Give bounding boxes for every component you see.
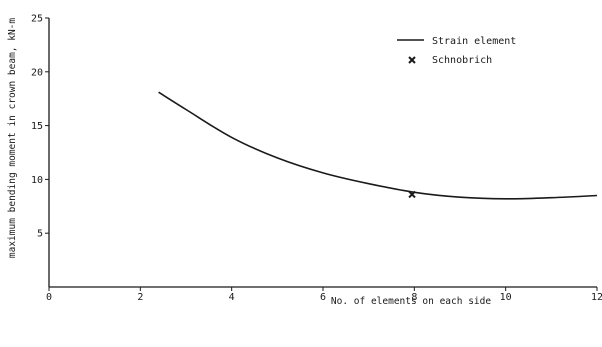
x-tick-label: 10	[500, 292, 512, 303]
y-axis-title: maximum bending moment in crown beam, kN…	[7, 18, 18, 258]
x-axis-title: No. of elements on each side	[331, 296, 491, 307]
y-tick-label: 5	[37, 229, 43, 240]
plot-area	[158, 91, 598, 200]
x-tick-label: 2	[137, 292, 143, 303]
x-tick-label: 12	[591, 292, 602, 303]
x-tick-label: 6	[320, 292, 326, 303]
series-line-strain-element	[158, 91, 598, 200]
y-tick-label: 20	[31, 67, 43, 78]
y-ticks: 5 10 15 20 25	[31, 14, 49, 240]
axes	[48, 18, 597, 288]
data-point-schnobrich	[408, 190, 416, 199]
legend: Strain element Schnobrich	[397, 36, 516, 66]
x-tick-label: 4	[229, 292, 235, 303]
y-tick-label: 10	[31, 175, 43, 186]
y-tick-label: 25	[31, 14, 43, 25]
x-tick-label: 8	[411, 292, 417, 303]
y-tick-label: 15	[31, 121, 43, 132]
legend-label-schnobrich: Schnobrich	[432, 55, 492, 66]
legend-label-strain-element: Strain element	[432, 36, 516, 47]
x-ticks: 0 2 4 6 8 10 12	[46, 287, 602, 303]
x-tick-label: 0	[46, 292, 52, 303]
legend-marker-swatch	[408, 56, 416, 64]
